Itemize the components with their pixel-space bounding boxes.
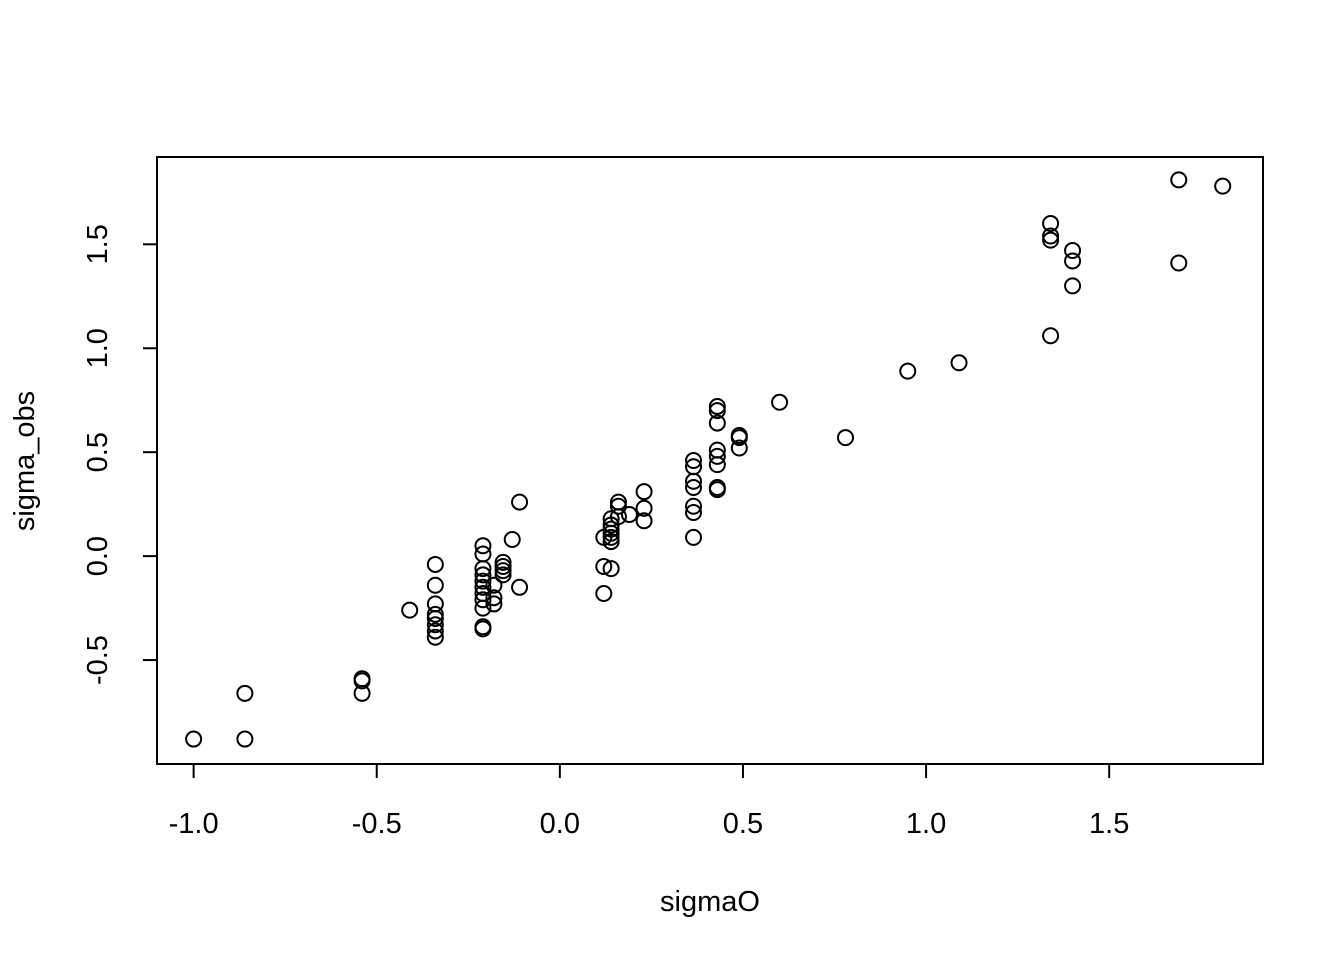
data-point: [426, 616, 444, 634]
data-point: [1042, 327, 1060, 345]
data-point: [1170, 171, 1188, 189]
x-tick-label: 0.0: [540, 808, 580, 840]
data-point: [1170, 254, 1188, 272]
data-point: [685, 528, 703, 546]
x-tick-label: -0.5: [352, 808, 402, 840]
data-point: [236, 684, 254, 702]
data-point: [474, 537, 492, 555]
data-point: [494, 558, 512, 576]
data-point: [474, 572, 492, 590]
y-tick-label: -0.5: [82, 635, 114, 685]
data-point: [474, 599, 492, 617]
data-points: [185, 171, 1232, 748]
data-point: [185, 730, 203, 748]
data-point: [1042, 227, 1060, 245]
data-point: [1064, 277, 1082, 295]
data-point: [353, 684, 371, 702]
data-point: [708, 397, 726, 415]
data-point: [685, 472, 703, 490]
data-point: [474, 620, 492, 638]
data-point: [494, 553, 512, 571]
data-point: [426, 555, 444, 573]
data-point: [426, 605, 444, 623]
data-point: [494, 562, 512, 580]
x-axis: -1.0 -0.5 0.0 0.5 1.0 1.5: [169, 763, 1129, 840]
x-axis-label: sigmaO: [660, 886, 760, 918]
data-point: [426, 622, 444, 640]
data-point: [730, 429, 748, 447]
data-point: [609, 497, 627, 515]
y-axis: -0.5 0.0 0.5 1.0 1.5: [82, 224, 158, 685]
data-point: [602, 533, 620, 551]
data-point: [474, 560, 492, 578]
data-point: [708, 402, 726, 420]
data-point: [635, 499, 653, 517]
x-tick-label: 1.5: [1089, 808, 1129, 840]
x-tick-label: 1.0: [906, 808, 946, 840]
data-point: [685, 497, 703, 515]
data-point: [620, 506, 638, 524]
data-point: [485, 595, 503, 613]
data-point: [494, 566, 512, 584]
data-point: [730, 439, 748, 457]
data-point: [595, 558, 613, 576]
data-point: [609, 508, 627, 526]
data-point: [602, 560, 620, 578]
y-tick-label: 1.0: [82, 328, 114, 368]
data-point: [426, 576, 444, 594]
data-point: [1064, 252, 1082, 270]
data-point: [1042, 215, 1060, 233]
data-point: [602, 520, 620, 538]
data-point: [1214, 177, 1232, 195]
data-point: [474, 591, 492, 609]
data-point: [401, 601, 419, 619]
data-point: [771, 393, 789, 411]
data-point: [426, 628, 444, 646]
y-tick-label: 0.5: [82, 432, 114, 472]
data-point: [511, 578, 529, 596]
data-point: [602, 528, 620, 546]
data-point: [1064, 242, 1082, 260]
data-point: [708, 447, 726, 465]
y-tick-label: 0.0: [82, 536, 114, 576]
data-point: [708, 481, 726, 499]
data-point: [511, 493, 529, 511]
x-tick-label: -1.0: [169, 808, 219, 840]
data-point: [837, 429, 855, 447]
data-point: [602, 524, 620, 542]
data-point: [899, 362, 917, 380]
data-point: [595, 585, 613, 603]
x-tick-label: 0.5: [723, 808, 763, 840]
data-point: [426, 609, 444, 627]
data-point: [708, 414, 726, 432]
y-tick-label: 1.5: [82, 224, 114, 264]
data-point: [950, 354, 968, 372]
data-point: [474, 566, 492, 584]
data-point: [503, 530, 521, 548]
data-point: [685, 479, 703, 497]
data-point: [635, 512, 653, 530]
data-point: [353, 672, 371, 690]
data-point: [1042, 231, 1060, 249]
data-point: [685, 503, 703, 521]
data-point: [236, 730, 254, 748]
data-point: [485, 589, 503, 607]
y-axis-label: sigma_obs: [9, 391, 41, 531]
data-point: [635, 483, 653, 501]
data-point: [485, 576, 503, 594]
data-point: [708, 456, 726, 474]
data-point: [474, 578, 492, 596]
data-point: [685, 452, 703, 469]
